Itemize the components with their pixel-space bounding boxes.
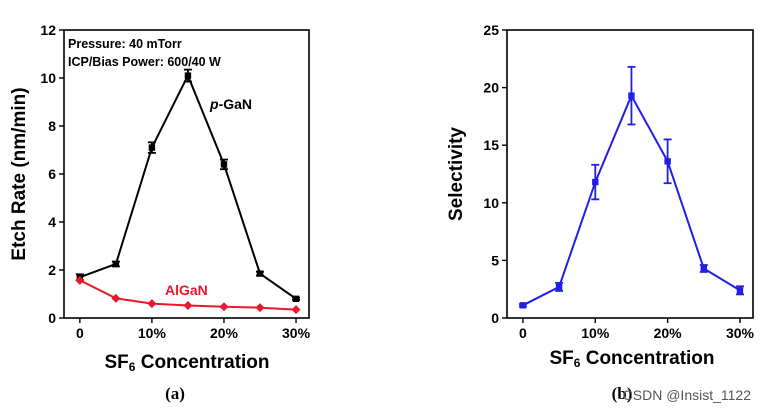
y-tick-label-b-2: 10 xyxy=(483,195,499,211)
series-label-algan: AlGaN xyxy=(165,282,208,298)
x-tick-label-a-1: 10% xyxy=(138,325,167,341)
data-point-selectivity-1 xyxy=(555,283,563,291)
data-point-p-gan-3 xyxy=(184,72,192,79)
y-tick-label-b-5: 25 xyxy=(483,22,499,38)
x-axis-title-b-suffix: Concentration xyxy=(580,348,714,369)
x-tick-label-a-2: 20% xyxy=(210,325,239,341)
y-axis-title-b: Selectivity xyxy=(446,127,467,221)
data-point-p-gan-5 xyxy=(256,270,264,277)
annotation-pressure: Pressure: 40 mTorr xyxy=(68,37,182,51)
x-axis-title-b: SF6 Concentration xyxy=(549,348,714,370)
x-axis-title-a-prefix: SF xyxy=(104,352,128,373)
chart-panel-b: 0 5 10 15 20 25 0 10% 20% 30% Selectivity SF6 Con… xyxy=(446,22,755,403)
y-axis-title-a: Etch Rate (nm/min) xyxy=(9,87,30,260)
y-tick-label-a-5: 10 xyxy=(40,70,56,86)
data-point-algan-0 xyxy=(75,275,85,285)
data-point-algan-3 xyxy=(183,301,193,311)
panel-label-a: (a) xyxy=(165,384,185,403)
x-axis-title-a-sub: 6 xyxy=(129,360,136,374)
y-tick-label-a-2: 4 xyxy=(48,214,56,230)
x-tick-label-b-2: 20% xyxy=(654,325,683,341)
annotation-power: ICP/Bias Power: 600/40 W xyxy=(68,55,221,69)
chart-panel-a: 0 2 4 6 8 10 12 0 10% 20% 30% Pressure: 40 mTorr I… xyxy=(9,22,311,403)
data-point-selectivity-6 xyxy=(736,287,744,294)
data-point-selectivity-5 xyxy=(700,265,707,272)
y-tick-label-b-0: 0 xyxy=(491,310,499,326)
series-label-p-gan-prefix: p xyxy=(209,96,219,112)
data-point-p-gan-6 xyxy=(292,295,300,302)
x-axis-title-b-sub: 6 xyxy=(574,356,581,370)
data-point-algan-5 xyxy=(255,303,265,313)
x-axis-title-b-prefix: SF xyxy=(549,348,573,369)
plot-frame-b xyxy=(506,29,754,319)
data-point-algan-6 xyxy=(291,305,301,315)
y-tick-label-a-6: 12 xyxy=(40,22,56,38)
x-tick-label-a-0: 0 xyxy=(76,325,84,341)
data-point-p-gan-1 xyxy=(112,260,120,268)
data-point-selectivity-4 xyxy=(664,158,671,165)
data-point-selectivity-3 xyxy=(628,92,635,99)
data-point-selectivity-2 xyxy=(592,178,599,186)
y-tick-label-b-4: 20 xyxy=(483,80,499,96)
x-tick-label-b-3: 30% xyxy=(726,325,755,341)
x-tick-label-a-3: 30% xyxy=(282,325,311,341)
data-point-algan-4 xyxy=(219,302,229,312)
series-label-p-gan-suffix: -GaN xyxy=(219,96,252,112)
x-tick-label-b-1: 10% xyxy=(581,325,610,341)
y-tick-label-b-3: 15 xyxy=(483,137,499,153)
panel-label-b: (b) xyxy=(612,384,633,403)
y-tick-label-a-1: 2 xyxy=(48,262,56,278)
y-tick-label-a-0: 0 xyxy=(48,310,56,326)
x-axis-title-a: SF6 Concentration xyxy=(104,352,269,374)
data-point-algan-1 xyxy=(111,293,121,303)
data-point-p-gan-4 xyxy=(220,161,228,168)
data-point-p-gan-2 xyxy=(148,144,156,151)
series-line-selectivity xyxy=(522,93,741,307)
x-axis-title-a-suffix: Concentration xyxy=(135,352,269,373)
series-label-p-gan: p-GaN xyxy=(209,96,252,112)
data-point-algan-2 xyxy=(147,299,157,309)
y-tick-label-b-1: 5 xyxy=(491,252,499,268)
series-line-p-gan xyxy=(79,73,297,300)
y-tick-label-a-3: 6 xyxy=(48,166,56,182)
data-point-selectivity-0 xyxy=(519,302,527,309)
y-tick-label-a-4: 8 xyxy=(48,118,56,134)
watermark: CSDN @Insist_1122 xyxy=(623,387,752,403)
x-tick-label-b-0: 0 xyxy=(519,325,527,341)
